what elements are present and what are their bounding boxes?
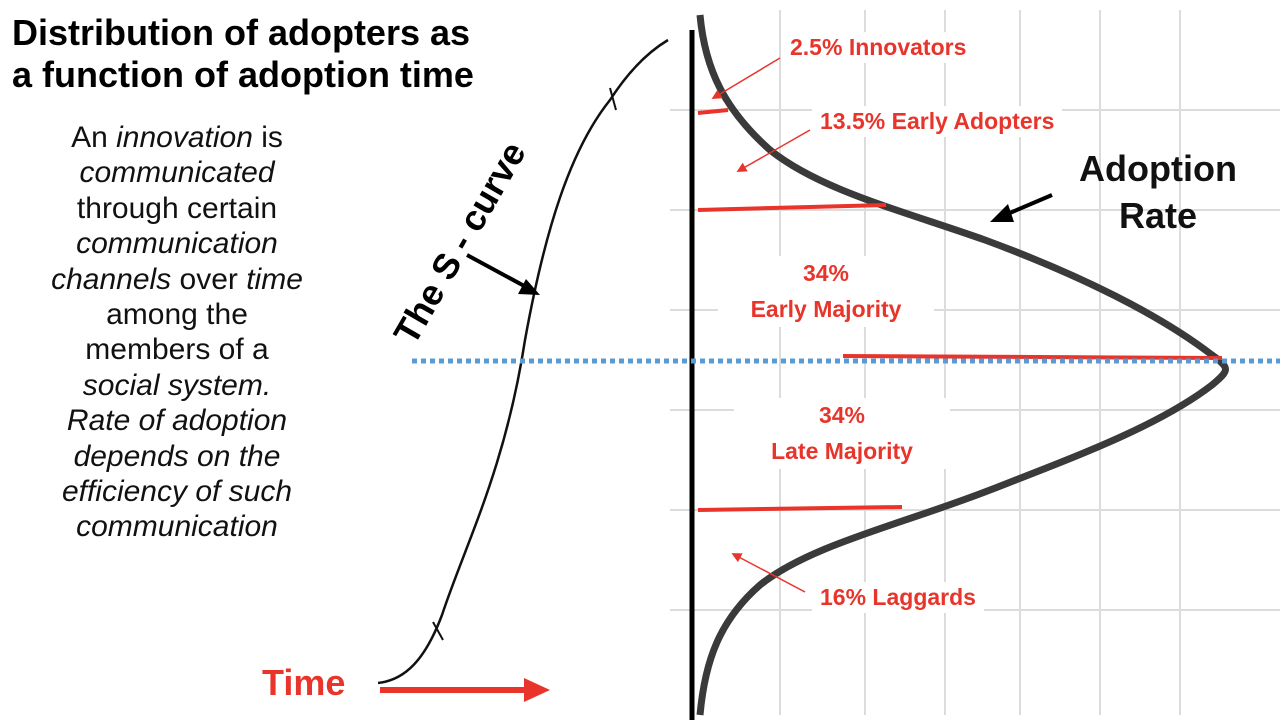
innovators-pointer bbox=[711, 57, 781, 100]
description-line: An innovation is bbox=[71, 121, 283, 154]
early-adopters-pointer bbox=[736, 129, 811, 172]
description-line: communication bbox=[76, 227, 278, 261]
s-curve-tick-mark bbox=[609, 87, 617, 111]
description-line: communication bbox=[76, 510, 278, 544]
page-title: Distribution of adopters as a function o… bbox=[12, 12, 572, 97]
late-majority-percent: 34% bbox=[818, 402, 866, 428]
time-axis-label: Time bbox=[262, 662, 346, 703]
laggards-pointer bbox=[731, 553, 806, 593]
adoption-rate-label-line-1: Adoption bbox=[1079, 148, 1237, 189]
description-line: depends on the bbox=[73, 439, 281, 473]
adoption-rate-label: Adoption Rate bbox=[1058, 146, 1258, 240]
description-line: members of a bbox=[85, 333, 269, 367]
s-curve-arrow bbox=[466, 253, 529, 290]
late-majority-label: 34% Late Majority bbox=[734, 398, 950, 470]
description-line: through certain bbox=[76, 191, 278, 225]
laggards-label: 16% Laggards bbox=[812, 582, 984, 613]
early-adopters-label: 13.5% Early Adopters bbox=[812, 106, 1063, 137]
boundary-early-adopters bbox=[697, 203, 887, 212]
description-text: An innovation is communicated through ce… bbox=[8, 120, 346, 545]
description-line: efficiency of such bbox=[61, 474, 293, 508]
s-curve-arrowhead bbox=[518, 279, 540, 295]
boundary-late-majority bbox=[697, 505, 903, 512]
title-line-1: Distribution of adopters as bbox=[12, 12, 471, 53]
title-line-2: a function of adoption time bbox=[12, 54, 474, 96]
description-line: channels over time bbox=[51, 262, 303, 296]
boundary-mean bbox=[842, 354, 1223, 360]
early-majority-name: Early Majority bbox=[750, 295, 902, 322]
s-curve-tick-mark bbox=[432, 621, 444, 641]
description-line: social system. bbox=[82, 368, 272, 402]
description-line: communicated bbox=[79, 156, 275, 190]
description-line: Rate of adoption bbox=[66, 404, 288, 438]
description-line: among the bbox=[106, 297, 248, 331]
late-majority-name: Late Majority bbox=[771, 437, 913, 464]
boundary-innovators bbox=[697, 108, 729, 115]
innovators-label: 2.5% Innovators bbox=[782, 32, 975, 63]
time-arrowhead bbox=[524, 678, 550, 702]
early-majority-label: 34% Early Majority bbox=[718, 256, 934, 328]
adoption-bell-curve bbox=[696, 14, 1229, 716]
adoption-rate-arrowhead bbox=[990, 204, 1014, 222]
segment-boundaries bbox=[697, 108, 1223, 512]
adoption-rate-label-line-2: Rate bbox=[1118, 194, 1198, 236]
early-majority-percent: 34% bbox=[802, 260, 850, 286]
adoption-rate-arrow bbox=[1004, 193, 1053, 217]
